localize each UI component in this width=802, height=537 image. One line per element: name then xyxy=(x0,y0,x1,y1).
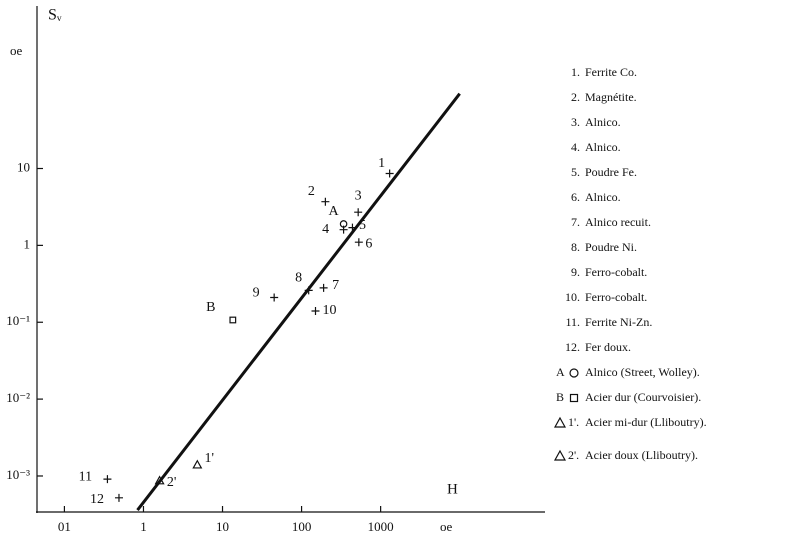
point-label: 9 xyxy=(253,286,260,301)
point xyxy=(321,197,330,206)
legend-key: 4. xyxy=(571,140,580,154)
legend-text: Alnico. xyxy=(585,140,621,154)
legend-key: 8. xyxy=(571,240,580,254)
point xyxy=(229,316,237,324)
legend-key: 5. xyxy=(571,165,580,179)
point-label: B xyxy=(206,300,215,315)
point-label: 2 xyxy=(308,184,315,199)
legend-symbol xyxy=(569,393,579,403)
legend-key: 1. xyxy=(571,65,580,79)
legend-symbol xyxy=(569,368,579,378)
legend-text: Fer doux. xyxy=(585,340,631,354)
point xyxy=(103,475,112,484)
point xyxy=(192,459,203,469)
legend-key: 9. xyxy=(571,265,580,279)
point xyxy=(319,283,328,292)
legend-key: B xyxy=(556,390,564,404)
x-tick-label: 1 xyxy=(140,519,147,534)
legend-text: Acier mi-dur (Lliboutry). xyxy=(585,415,707,429)
y-tick-label: 10⁻¹ xyxy=(6,313,30,328)
legend-symbol xyxy=(553,416,567,428)
point xyxy=(114,493,123,502)
legend-key: 6. xyxy=(571,190,580,204)
y-tick-label: 10 xyxy=(17,159,30,174)
point-label: 2' xyxy=(167,475,177,490)
point-label: 6 xyxy=(365,236,372,251)
point-label: 11 xyxy=(79,469,92,484)
x-tick-label: 10 xyxy=(216,519,229,534)
legend-key: 3. xyxy=(571,115,580,129)
legend-text: Acier doux (Lliboutry). xyxy=(585,448,698,462)
legend-text: Magnétite. xyxy=(585,90,637,104)
legend-text: Alnico. xyxy=(585,115,621,129)
point xyxy=(339,220,348,228)
legend-text: Ferro-cobalt. xyxy=(585,265,647,279)
point-label: A xyxy=(329,204,340,219)
legend-text: Acier dur (Courvoisier). xyxy=(585,390,701,404)
fit-line xyxy=(136,92,461,512)
legend-text: Alnico (Street, Wolley). xyxy=(585,365,700,379)
legend-key: 2'. xyxy=(568,448,579,462)
x-tick-label: 100 xyxy=(292,519,312,534)
x-label: H xyxy=(447,481,458,497)
x-tick-label: 1000 xyxy=(368,519,394,534)
point xyxy=(354,208,363,217)
legend-key: 1'. xyxy=(568,415,579,429)
legend-text: Alnico. xyxy=(585,190,621,204)
point-label: 12 xyxy=(90,492,104,507)
point-label: 1' xyxy=(205,451,215,466)
legend-text: Ferrite Ni-Zn. xyxy=(585,315,652,329)
y-tick-label: 1 xyxy=(24,236,31,251)
legend-symbol xyxy=(553,449,567,461)
point xyxy=(311,307,320,316)
x-unit: oe xyxy=(440,519,453,534)
x-tick-label: 01 xyxy=(58,519,71,534)
point xyxy=(354,238,363,247)
legend-key: 12. xyxy=(565,340,580,354)
point-label: 8 xyxy=(295,271,302,286)
point-label: 3 xyxy=(355,188,362,203)
legend-text: Ferro-cobalt. xyxy=(585,290,647,304)
y-unit: oe xyxy=(10,43,23,58)
point xyxy=(304,286,313,295)
legend-key: 2. xyxy=(571,90,580,104)
point-label: 4 xyxy=(322,222,329,237)
point-label: 5 xyxy=(359,218,366,233)
legend-text: Alnico recuit. xyxy=(585,215,651,229)
y-tick-label: 10⁻³ xyxy=(6,467,30,482)
y-tick-label: 10⁻² xyxy=(6,390,30,405)
legend-key: 11. xyxy=(565,315,580,329)
legend-text: Poudre Fe. xyxy=(585,165,637,179)
point xyxy=(385,169,394,178)
legend-key: 10. xyxy=(565,290,580,304)
legend-text: Poudre Ni. xyxy=(585,240,637,254)
legend-text: Ferrite Co. xyxy=(585,65,637,79)
point xyxy=(348,223,357,232)
legend-key: A xyxy=(556,365,565,379)
y-label: Sᵥ xyxy=(48,7,62,24)
point-label: 7 xyxy=(332,278,339,293)
point-label: 1 xyxy=(378,156,385,171)
legend-key: 7. xyxy=(571,215,580,229)
point-label: 10 xyxy=(322,303,336,318)
point xyxy=(270,293,279,302)
point xyxy=(154,475,165,485)
